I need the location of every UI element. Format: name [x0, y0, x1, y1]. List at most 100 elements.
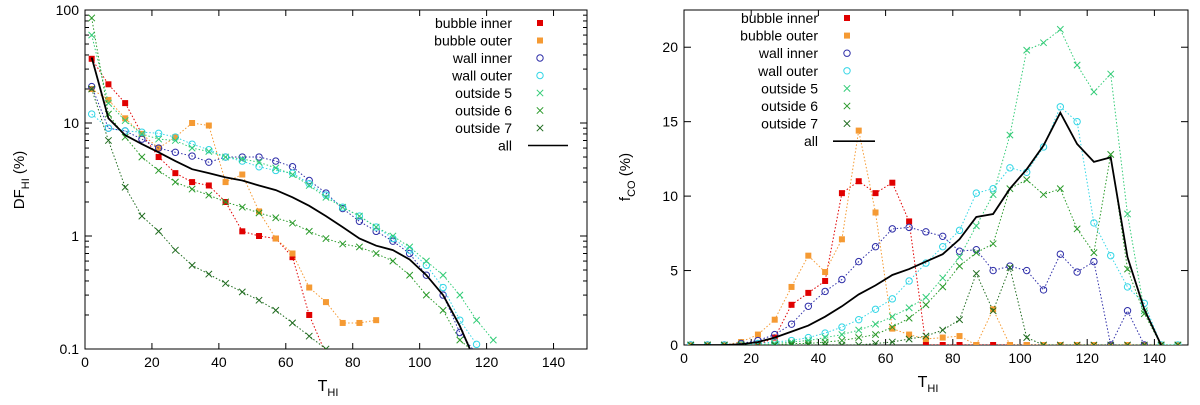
data-point-outside-7 — [1090, 341, 1098, 345]
data-point-outside-6 — [1123, 265, 1132, 273]
data-point-wall-outer — [1056, 103, 1065, 111]
y-axis-label-subscript: CO — [626, 180, 638, 197]
data-point-wall-inner — [238, 153, 246, 161]
x-tick-label: 20 — [743, 350, 759, 366]
data-point-bubble-outer — [1006, 342, 1013, 345]
data-point-outside-5 — [489, 336, 497, 344]
data-point-bubble-outer — [322, 299, 329, 306]
legend-label-bubble-inner: bubble inner — [741, 10, 818, 26]
data-point-outside-7 — [288, 319, 297, 327]
data-point-outside-5 — [406, 243, 414, 251]
data-point-wall-outer — [821, 329, 829, 337]
data-point-bubble-inner — [155, 154, 162, 161]
data-point-wall-inner — [355, 217, 364, 225]
data-point-outside-7 — [121, 183, 129, 191]
data-point-bubble-outer — [687, 342, 694, 345]
data-point-outside-6 — [905, 314, 913, 322]
data-point-outside-6 — [787, 339, 796, 345]
data-point-outside-7 — [871, 339, 880, 345]
x-axis-label-subscript: HI — [327, 387, 338, 399]
data-point-outside-7 — [1056, 341, 1064, 345]
data-point-outside-7 — [1023, 334, 1031, 342]
data-point-outside-7 — [305, 332, 313, 340]
x-tick-label: 100 — [1008, 350, 1032, 366]
data-point-wall-outer — [1123, 283, 1132, 291]
series-line-bubble-outer — [91, 88, 377, 324]
data-point-bubble-outer — [771, 316, 778, 323]
legend-sample-outside-7 — [843, 120, 851, 128]
data-point-bubble-outer — [956, 333, 963, 340]
data-point-wall-inner — [888, 225, 897, 233]
data-point-outside-6 — [238, 203, 246, 211]
data-point-bubble-inner — [289, 254, 296, 261]
data-point-outside-6 — [1023, 176, 1031, 184]
data-point-bubble-outer — [1124, 342, 1131, 345]
legend-label-wall-inner: wall inner — [452, 50, 512, 66]
legend-label-all: all — [804, 133, 818, 149]
data-point-wall-outer — [905, 277, 913, 285]
data-point-wall-outer — [1006, 164, 1014, 172]
data-point-outside-6 — [989, 240, 997, 248]
data-point-wall-outer — [888, 295, 897, 303]
data-point-outside-6 — [188, 185, 196, 193]
data-point-bubble-outer — [1057, 342, 1064, 345]
data-point-bubble-outer — [889, 325, 896, 332]
data-point-outside-7 — [1157, 341, 1165, 345]
data-point-outside-7 — [1174, 341, 1182, 345]
data-point-outside-6 — [372, 249, 380, 258]
data-point-bubble-inner — [990, 342, 997, 345]
x-tick-label: 100 — [408, 354, 432, 370]
data-point-outside-5 — [222, 153, 230, 161]
series-line-outside-5 — [91, 34, 494, 341]
series-line-outside-6 — [91, 17, 472, 349]
y-axis-label-main: DF — [11, 189, 28, 209]
data-point-wall-outer — [871, 305, 880, 313]
data-point-outside-5 — [1023, 46, 1031, 54]
data-point-wall-inner — [821, 287, 829, 296]
data-point-outside-6 — [272, 214, 280, 222]
data-point-outside-6 — [855, 334, 863, 342]
data-point-outside-5 — [422, 257, 430, 265]
legend-sample-wall-outer — [843, 67, 851, 75]
series-line-wall-inner — [91, 86, 474, 349]
series-line-all — [90, 57, 471, 349]
data-point-outside-7 — [171, 246, 179, 254]
legend-sample-outside-5 — [536, 89, 544, 97]
y-tick-label: 10 — [662, 188, 678, 204]
data-point-bubble-inner — [805, 289, 812, 296]
data-point-bubble-outer — [906, 331, 913, 338]
legend-label-all: all — [498, 138, 512, 154]
data-point-wall-inner — [989, 266, 997, 275]
data-point-wall-inner — [288, 163, 297, 171]
data-point-wall-outer — [154, 129, 163, 138]
data-point-outside-7 — [188, 261, 196, 269]
data-point-wall-inner — [1123, 307, 1132, 315]
x-axis-label-main: T — [918, 374, 928, 391]
data-point-wall-inner — [422, 271, 431, 279]
data-point-outside-7 — [888, 338, 896, 345]
data-point-wall-outer — [305, 180, 313, 188]
data-point-outside-6 — [1090, 249, 1098, 257]
data-point-wall-outer — [955, 226, 964, 235]
data-point-outside-5 — [838, 331, 846, 339]
data-point-wall-outer — [989, 184, 997, 193]
data-point-outside-7 — [989, 307, 997, 315]
data-point-outside-5 — [439, 271, 447, 279]
legend-label-bubble-outer: bubble outer — [740, 28, 818, 44]
data-point-outside-6 — [804, 339, 812, 345]
data-point-wall-inner — [838, 275, 846, 284]
data-point-outside-5 — [771, 339, 779, 345]
data-point-bubble-outer — [754, 331, 761, 338]
y-axis-label: DFHI (%) — [11, 151, 32, 210]
data-point-outside-5 — [1056, 25, 1064, 33]
data-point-wall-inner — [905, 223, 913, 232]
data-point-wall-outer — [939, 243, 947, 251]
data-point-outside-6 — [389, 257, 397, 265]
data-point-outside-5 — [339, 203, 347, 211]
data-point-wall-inner — [1073, 268, 1081, 276]
data-point-wall-outer — [1090, 219, 1098, 227]
data-point-bubble-inner — [922, 342, 929, 345]
data-point-outside-7 — [804, 341, 812, 345]
legend-sample-bubble-inner — [537, 20, 543, 26]
data-point-wall-inner — [1090, 257, 1098, 266]
